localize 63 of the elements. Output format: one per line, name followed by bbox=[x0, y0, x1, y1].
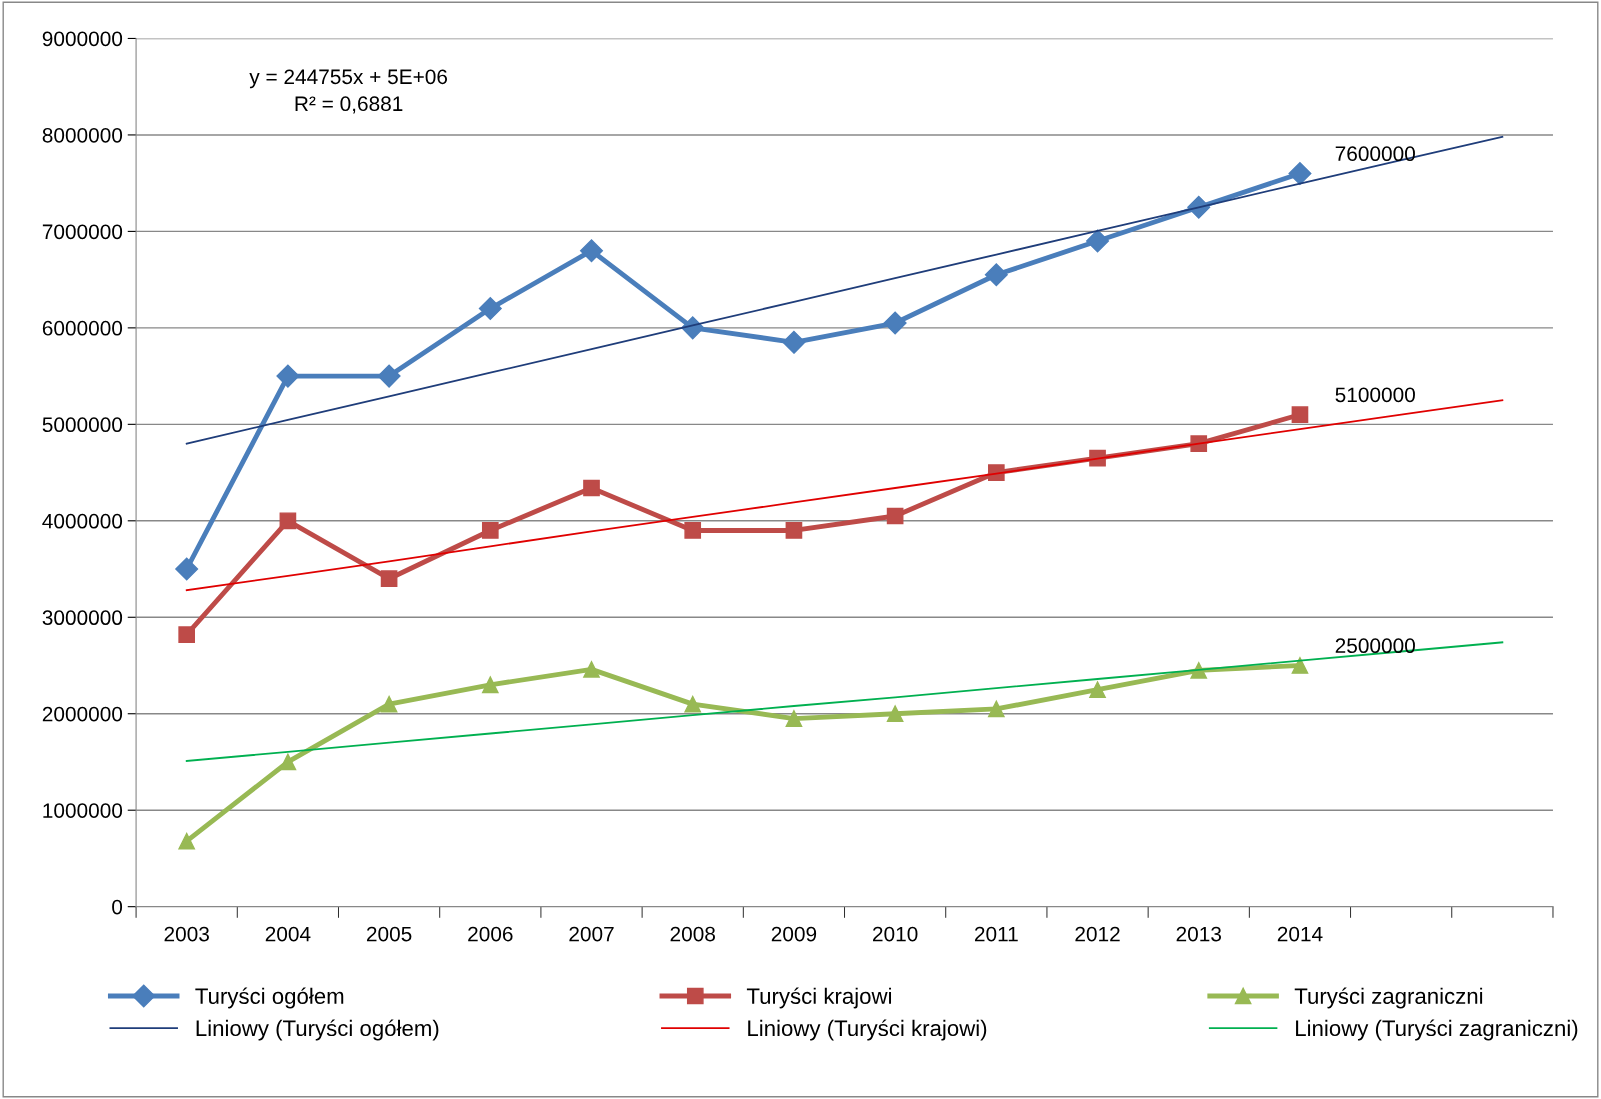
point bbox=[886, 507, 904, 525]
x-tick-label: 2008 bbox=[670, 926, 715, 942]
point bbox=[178, 832, 196, 850]
point bbox=[583, 661, 600, 678]
point bbox=[380, 570, 398, 588]
point bbox=[886, 705, 904, 723]
point bbox=[279, 512, 297, 530]
x-tick-label: 2010 bbox=[873, 926, 918, 942]
legend-label: Liniowy (Turyści zagraniczni) bbox=[1296, 1019, 1578, 1041]
x-tick-label: 2003 bbox=[164, 926, 209, 942]
point bbox=[782, 330, 806, 354]
data-label: 2500000 bbox=[1335, 638, 1415, 654]
point bbox=[883, 311, 907, 335]
point bbox=[1291, 657, 1309, 674]
point bbox=[684, 695, 702, 713]
x-tick-label: 2011 bbox=[974, 926, 1018, 942]
x-tick-label: 2005 bbox=[366, 926, 412, 942]
data-label: 7600000 bbox=[1335, 146, 1415, 162]
x-tick-label: 2012 bbox=[1075, 926, 1120, 942]
legend-label: Turyści zagraniczni bbox=[1294, 987, 1483, 1009]
annotation: y = 244755x + 5E+06 R² = 0,6881 bbox=[249, 69, 448, 114]
x-tick-label: 2009 bbox=[771, 926, 817, 942]
point bbox=[279, 753, 297, 771]
y-tick-label: 6000000 bbox=[42, 320, 123, 336]
point bbox=[1086, 229, 1110, 253]
point bbox=[175, 557, 199, 581]
point bbox=[785, 710, 803, 727]
x-tick-label: 2014 bbox=[1277, 926, 1323, 942]
y-tick-label: 5000000 bbox=[42, 417, 123, 433]
y-tick-label: 2000000 bbox=[42, 706, 123, 722]
point bbox=[1089, 681, 1106, 698]
point bbox=[1288, 162, 1312, 186]
point bbox=[984, 263, 1008, 287]
point bbox=[580, 239, 604, 263]
point bbox=[481, 676, 499, 694]
y-tick-label: 8000000 bbox=[42, 127, 123, 143]
x-tick-label: 2013 bbox=[1176, 926, 1222, 942]
point bbox=[377, 364, 401, 388]
data-label: 5100000 bbox=[1335, 387, 1415, 403]
legend-label: Turyści ogółem bbox=[195, 987, 344, 1009]
legend-label: Liniowy (Turyści krajowi) bbox=[748, 1019, 987, 1041]
y-tick-label: 7000000 bbox=[42, 224, 123, 240]
x-tick-label: 2004 bbox=[265, 926, 311, 942]
legend-label: Turyści krajowi bbox=[746, 987, 892, 1009]
y-tick-label: 4000000 bbox=[42, 513, 123, 529]
point bbox=[478, 297, 502, 321]
point bbox=[583, 479, 600, 497]
point bbox=[785, 522, 803, 539]
x-tick-label: 2006 bbox=[468, 926, 513, 942]
point bbox=[178, 626, 196, 643]
y-tick-label: 9000000 bbox=[42, 31, 123, 47]
point bbox=[380, 695, 398, 713]
line-series bbox=[185, 135, 1504, 445]
legend-label: Liniowy (Turyści ogółem) bbox=[196, 1019, 439, 1041]
point bbox=[481, 522, 499, 539]
x-tick-label: 2007 bbox=[569, 926, 614, 942]
point bbox=[988, 700, 1005, 718]
y-tick-label: 1000000 bbox=[43, 803, 123, 818]
y-tick-label: 0 bbox=[112, 899, 123, 915]
point bbox=[1291, 406, 1309, 424]
point bbox=[684, 522, 702, 539]
y-tick-label: 3000000 bbox=[42, 610, 123, 626]
point bbox=[276, 364, 300, 388]
